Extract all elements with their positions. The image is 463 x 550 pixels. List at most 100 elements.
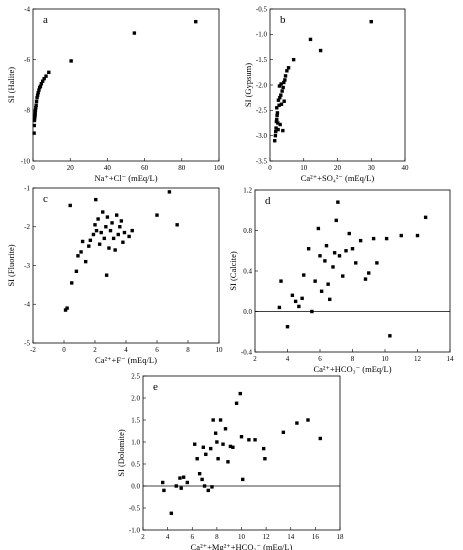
data-point-d [310, 309, 314, 314]
data-point-b [277, 103, 281, 107]
data-point-d [328, 297, 332, 302]
y-tick-label-b: -2.5 [256, 107, 268, 115]
data-point-a [34, 99, 39, 104]
y-tick-label-e: 2.5 [131, 372, 140, 380]
data-point-b [278, 95, 282, 100]
x-tick-label-e: 10 [238, 533, 246, 541]
x-tick-label-e: 18 [337, 533, 345, 541]
x-tick-label-b: 20 [334, 164, 342, 172]
data-point-d [279, 279, 283, 283]
x-tick-label-c: 6 [155, 346, 159, 354]
data-point-b [291, 57, 296, 62]
data-point-c [97, 242, 102, 246]
data-point-c [155, 213, 159, 217]
data-point-d [334, 218, 338, 223]
y-tick-label-b: -1.5 [256, 56, 268, 64]
data-point-d [344, 249, 348, 253]
x-tick-label-a: 0 [31, 164, 35, 172]
data-point-e [241, 477, 245, 482]
data-point-e [174, 484, 178, 488]
data-point-d [319, 289, 324, 293]
panel-label-a: a [43, 14, 48, 26]
x-axis-label-c: Ca²⁺+F⁻ (mEq/L) [95, 355, 157, 365]
data-point-c [79, 250, 83, 254]
y-tick-label-d: 0.4 [243, 267, 252, 275]
panel-label-b: b [280, 14, 286, 26]
data-point-e [200, 477, 204, 482]
x-tick-label-e: 6 [191, 533, 195, 541]
data-point-a [32, 118, 37, 123]
plot-frame-e [142, 375, 341, 531]
data-point-e [215, 440, 219, 444]
y-tick-label-a: -6 [24, 56, 30, 64]
data-point-c [91, 232, 96, 237]
data-point-e [185, 480, 190, 485]
data-point-a [34, 103, 38, 107]
y-axis-label-c: SI (Fluorite) [6, 244, 16, 286]
data-point-c [119, 219, 124, 223]
data-point-e [228, 444, 233, 449]
data-point-e [195, 457, 199, 461]
data-point-e [318, 436, 322, 441]
data-point-b [369, 19, 373, 24]
data-point-e [226, 460, 230, 464]
x-tick-label-e: 8 [215, 533, 219, 541]
data-point-e [223, 427, 228, 431]
panel-label-d: d [265, 195, 271, 207]
x-tick-label-b: 30 [368, 164, 376, 172]
data-point-e [193, 442, 197, 446]
data-point-c [113, 248, 117, 252]
data-point-a [32, 131, 36, 135]
data-point-a [39, 82, 44, 86]
data-point-c [111, 236, 116, 241]
x-tick-label-b: 10 [300, 164, 308, 172]
x-tick-label-d: 8 [351, 355, 355, 363]
data-point-e [210, 485, 214, 489]
data-point-b [308, 37, 313, 42]
data-point-c [175, 223, 179, 227]
panel-label-e: e [153, 381, 158, 393]
x-axis-label-b: Ca²⁺+SO₄²⁻ (mEq/L) [301, 173, 375, 183]
y-axis-label-a: SI (Halite) [6, 67, 16, 103]
data-point-d [358, 238, 363, 243]
data-point-d [384, 236, 389, 241]
data-point-d [290, 293, 295, 297]
data-point-c [118, 225, 122, 229]
panel-c: -2 0 2 4 6 8 10 -5 -4 -3 -2 -1 c Ca²⁺+F⁻ (mEq/L) SI (F… [6, 184, 223, 365]
data-point-c [105, 215, 110, 219]
data-point-e [206, 488, 210, 493]
data-point-b [275, 113, 279, 118]
data-point-e [253, 438, 257, 442]
x-tick-label-c: 4 [124, 346, 128, 354]
data-point-d [336, 200, 340, 204]
data-point-a [36, 90, 40, 95]
data-point-b [283, 74, 288, 78]
data-point-e [202, 484, 207, 488]
data-point-e [216, 457, 220, 461]
data-point-b [286, 66, 291, 70]
x-tick-label-e: 16 [312, 533, 320, 541]
x-tick-label-c: 0 [62, 346, 66, 354]
data-point-d [371, 236, 376, 241]
x-tick-label-d: 2 [253, 355, 257, 363]
x-tick-label-d: 10 [382, 355, 390, 363]
data-point-c [96, 217, 100, 221]
y-tick-label-e: 0.5 [131, 460, 140, 468]
data-point-b [277, 84, 282, 88]
data-point-e [218, 418, 223, 422]
data-point-d [354, 261, 358, 265]
data-point-d [302, 273, 306, 277]
y-tick-label-b: -3.0 [256, 132, 268, 140]
data-point-c [74, 269, 79, 274]
data-point-e [169, 511, 174, 515]
data-point-c [104, 273, 109, 277]
x-tick-label-c: 8 [186, 346, 190, 354]
y-tick-label-a: -8 [24, 107, 30, 115]
data-point-d [285, 324, 290, 329]
data-point-b [274, 126, 278, 130]
y-axis-label-b: SI (Gypsum) [243, 63, 253, 107]
data-point-d [423, 215, 428, 220]
x-axis-label-d: Ca²⁺+HCO₃⁻ (mEq/L) [313, 364, 391, 374]
data-point-d [347, 231, 351, 236]
data-point-c [130, 228, 134, 233]
